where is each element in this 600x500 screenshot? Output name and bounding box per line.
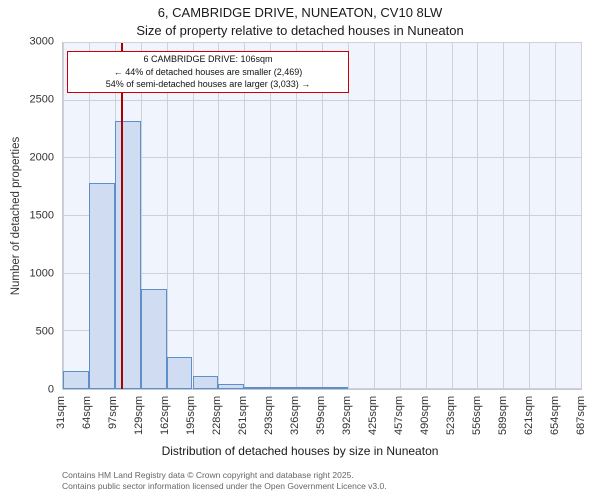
y-tick-label: 2500 [29,93,54,106]
y-tick-label: 3000 [29,35,54,48]
footer-line-1: Contains HM Land Registry data © Crown c… [62,470,354,480]
plot-area: 6 CAMBRIDGE DRIVE: 106sqm ← 44% of detac… [62,42,582,390]
x-tick-label: 425sqm [367,396,379,436]
x-tick-label: 31sqm [55,396,67,430]
histogram-bar [322,387,348,389]
y-tick-label: 1500 [29,209,54,222]
annotation-larger-stat: 54% of semi-detached houses are larger (… [105,79,311,90]
histogram-bar [218,383,245,389]
x-tick-label: 293sqm [263,396,275,436]
x-tick-label: 392sqm [341,396,353,436]
y-tick-label: 500 [35,325,54,338]
x-tick-label: 129sqm [133,396,145,436]
histogram-bar [140,288,167,389]
histogram-bar [244,386,271,389]
y-axis-tick-labels: 0 500 1000 1500 2000 2500 3000 [0,36,58,395]
y-tick-label: 1000 [29,267,54,280]
x-tick-label: 621sqm [523,396,535,436]
histogram-bar [88,182,115,389]
x-tick-label: 687sqm [575,396,587,436]
x-tick-label: 64sqm [81,396,93,430]
histogram-bar [192,376,219,389]
histogram-bar [166,356,193,389]
x-tick-label: 457sqm [393,396,405,436]
x-tick-label: 556sqm [471,396,483,436]
x-tick-label: 195sqm [185,396,197,436]
x-tick-label: 589sqm [497,396,509,436]
y-tick-label: 2000 [29,151,54,164]
histogram-bar [296,387,322,389]
x-tick-label: 97sqm [107,396,119,430]
x-tick-label: 162sqm [159,396,171,436]
annotation-smaller-stat: ← 44% of detached houses are smaller (2,… [113,66,303,77]
x-tick-label: 326sqm [289,396,301,436]
x-tick-label: 228sqm [211,396,223,436]
x-axis-label: Distribution of detached houses by size … [161,444,439,458]
x-axis-tick-labels: 31sqm 64sqm 97sqm 129sqm 162sqm 195sqm 228sqm 2… [55,394,587,446]
x-tick-label: 490sqm [419,396,431,436]
x-tick-label: 359sqm [315,396,327,436]
chart-subtitle: Size of property relative to detached ho… [136,23,464,38]
property-size-marker-line [121,43,124,389]
histogram-bar [63,370,89,389]
footer-line-2: Contains public sector information licen… [62,480,387,491]
attribution-footer: Contains HM Land Registry data © Crown c… [62,470,592,491]
histogram-bar [114,121,141,389]
x-tick-label: 654sqm [549,396,561,436]
annotation-title: 6 CAMBRIDGE DRIVE: 106sqm [143,54,273,65]
chart-title: 6, CAMBRIDGE DRIVE, NUNEATON, CV10 8LW [157,5,443,20]
histogram-bar [270,387,297,389]
y-tick-label: 0 [47,383,54,396]
x-tick-label: 523sqm [445,396,457,436]
annotation-box: 6 CAMBRIDGE DRIVE: 106sqm ← 44% of detac… [67,51,349,93]
x-tick-label: 261sqm [237,396,249,436]
